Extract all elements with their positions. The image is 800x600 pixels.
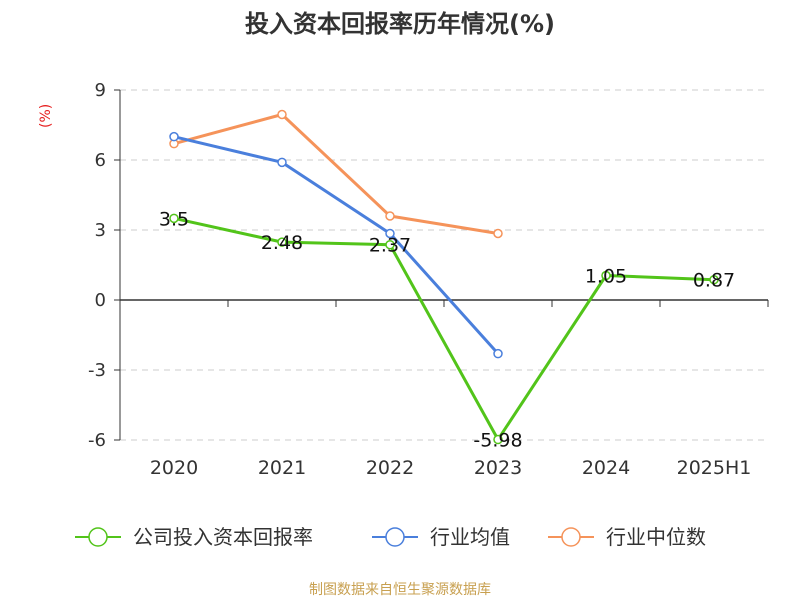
data-labels: 3.5 2.48 2.37 -5.98 1.05 0.87 <box>159 208 735 451</box>
data-point <box>493 434 503 445</box>
y-tick-label: 3 <box>95 220 106 241</box>
data-label: 2.48 <box>261 232 303 254</box>
data-label: 0.87 <box>693 270 735 292</box>
x-tick-label: 2020 <box>150 457 198 479</box>
axes: 9 6 3 0 -3 -6 2020 2021 2022 2023 2024 2025H1 <box>88 80 769 479</box>
data-point <box>277 237 287 247</box>
x-tick-label: 2024 <box>582 457 630 479</box>
series-line <box>173 216 715 442</box>
source-note: 制图数据来自恒生聚源数据库 <box>309 582 491 598</box>
x-tick-label: 2022 <box>366 457 414 479</box>
x-tick-label: 2021 <box>258 457 306 479</box>
data-label: 2.37 <box>369 235 411 257</box>
data-label: -5.98 <box>473 430 522 452</box>
y-tick-label: 9 <box>95 80 106 101</box>
chart-title: 投入资本回报率历年情况(%) <box>245 10 555 38</box>
legend: 公司投入资本回报率 行业均值 行业中位数 <box>75 525 706 549</box>
x-tick-label: 2025H1 <box>677 457 752 479</box>
data-label: 3.5 <box>159 208 189 230</box>
legend-marker <box>561 527 581 547</box>
legend-label: 行业均值 <box>430 525 510 549</box>
data-point <box>385 228 395 239</box>
data-point <box>493 228 503 239</box>
series-line <box>173 113 499 235</box>
legend-label: 行业中位数 <box>606 525 706 549</box>
legend-marker <box>385 527 405 547</box>
data-label: 1.05 <box>585 266 627 288</box>
y-tick-label: -3 <box>88 360 106 381</box>
y-tick-label: 0 <box>95 290 106 311</box>
legend-marker <box>88 527 108 547</box>
y-tick-label: 6 <box>95 150 106 171</box>
data-point <box>493 348 503 359</box>
data-point <box>277 109 287 120</box>
data-point <box>709 274 719 285</box>
data-point <box>169 131 179 142</box>
data-point <box>169 213 179 224</box>
data-point <box>601 270 611 281</box>
y-tick-label: -6 <box>88 430 106 451</box>
x-tick-label: 2023 <box>474 457 522 479</box>
series-line <box>173 135 500 355</box>
data-point <box>385 239 395 250</box>
data-point <box>385 211 395 221</box>
grid-lines <box>120 89 768 441</box>
legend-label: 公司投入资本回报率 <box>133 525 313 549</box>
series-lines <box>169 109 719 445</box>
data-point <box>277 157 287 168</box>
